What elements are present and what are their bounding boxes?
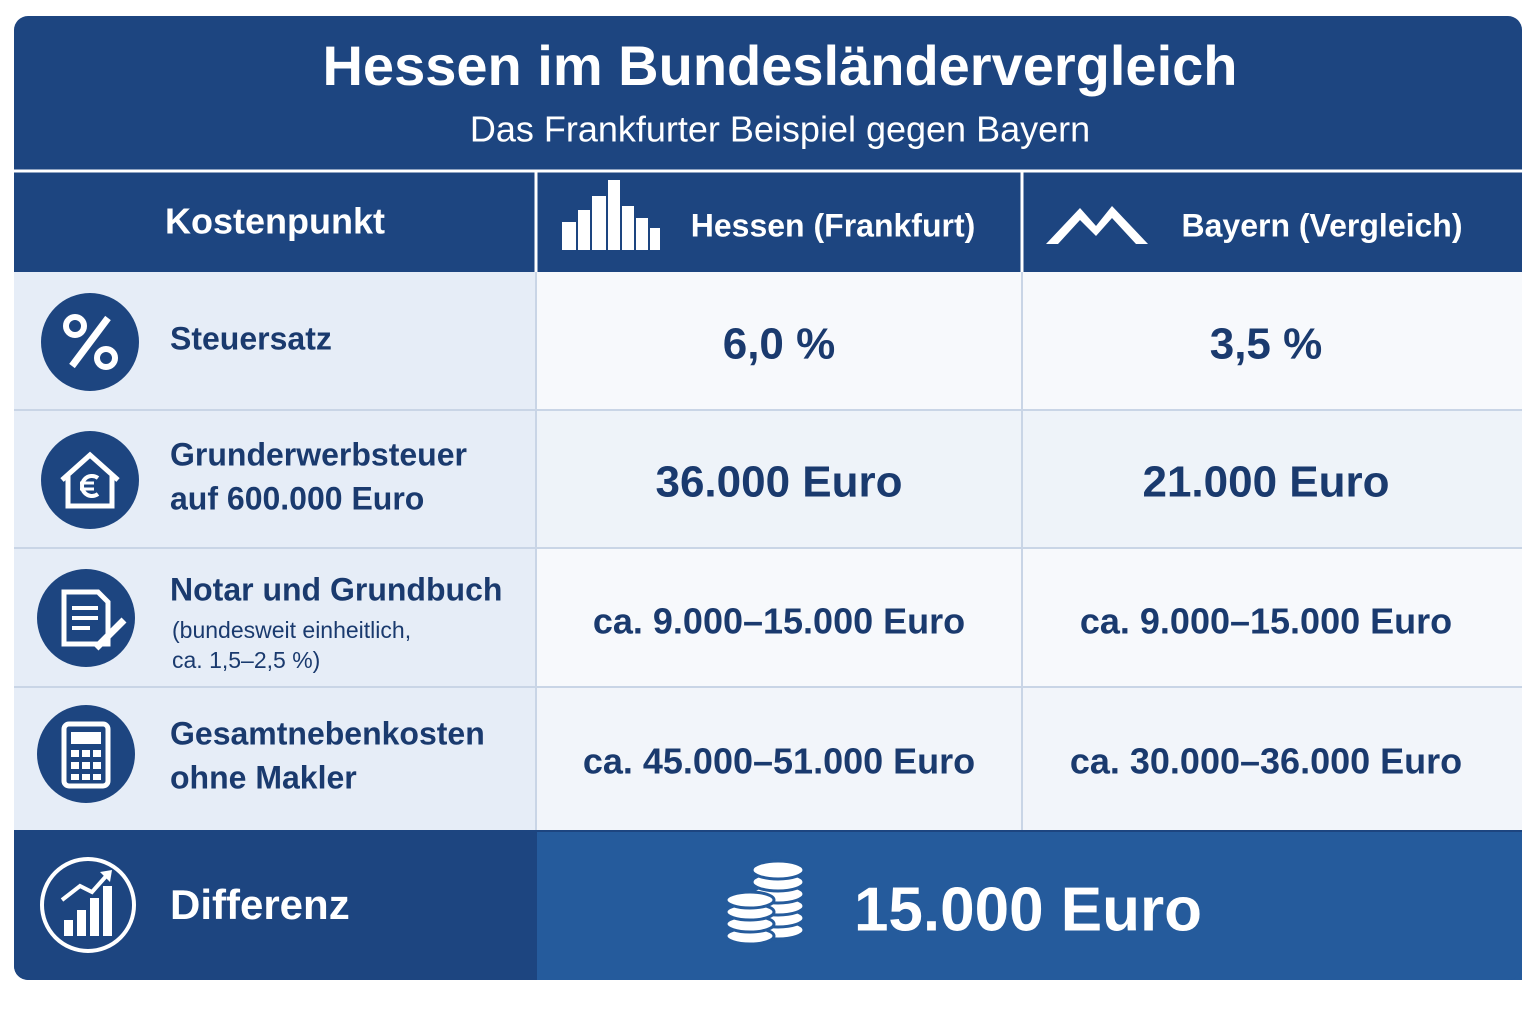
grid [14, 272, 1522, 830]
column-header: Hessen (Frankfurt) [691, 207, 976, 243]
mountain-icon [1046, 206, 1148, 244]
row-label: Gesamtnebenkosten [170, 715, 485, 751]
column-header: Kostenpunkt [165, 201, 385, 242]
bayern-value: 3,5 % [1210, 320, 1323, 369]
footer-label: Differenz [170, 881, 350, 928]
hessen-value: 36.000 Euro [655, 458, 902, 507]
skyline-icon [562, 180, 660, 250]
document-icon [37, 569, 135, 667]
subtitle: Das Frankfurter Beispiel gegen Bayern [470, 109, 1090, 150]
calculator-icon [37, 705, 135, 803]
row-shade [537, 687, 1522, 830]
bayern-value: ca. 9.000–15.000 Euro [1080, 601, 1452, 642]
bayern-value: ca. 30.000–36.000 Euro [1070, 741, 1462, 782]
row-label: auf 600.000 Euro [170, 480, 424, 516]
row-label: Steuersatz [170, 320, 332, 356]
row-shade [537, 410, 1522, 548]
footer-value: 15.000 Euro [854, 875, 1202, 944]
row-label: Grunderwerbsteuer [170, 436, 467, 472]
hessen-value: ca. 9.000–15.000 Euro [593, 601, 965, 642]
row-note: ca. 1,5–2,5 %) [172, 647, 320, 673]
row-label: ohne Makler [170, 759, 357, 795]
row-note: (bundesweit einheitlich, [172, 617, 411, 643]
hessen-value: 6,0 % [723, 320, 836, 369]
growth-icon [40, 857, 136, 953]
row-label: Notar und Grundbuch [170, 571, 502, 607]
coins-icon [724, 859, 806, 946]
bayern-value: 21.000 Euro [1142, 458, 1389, 507]
hessen-value: ca. 45.000–51.000 Euro [583, 741, 975, 782]
house-euro-icon [41, 431, 139, 529]
percent-icon [41, 293, 139, 391]
header-dividers [14, 169, 1522, 272]
column-header: Bayern (Vergleich) [1182, 207, 1463, 243]
title: Hessen im Bundesländervergleich [322, 34, 1237, 97]
